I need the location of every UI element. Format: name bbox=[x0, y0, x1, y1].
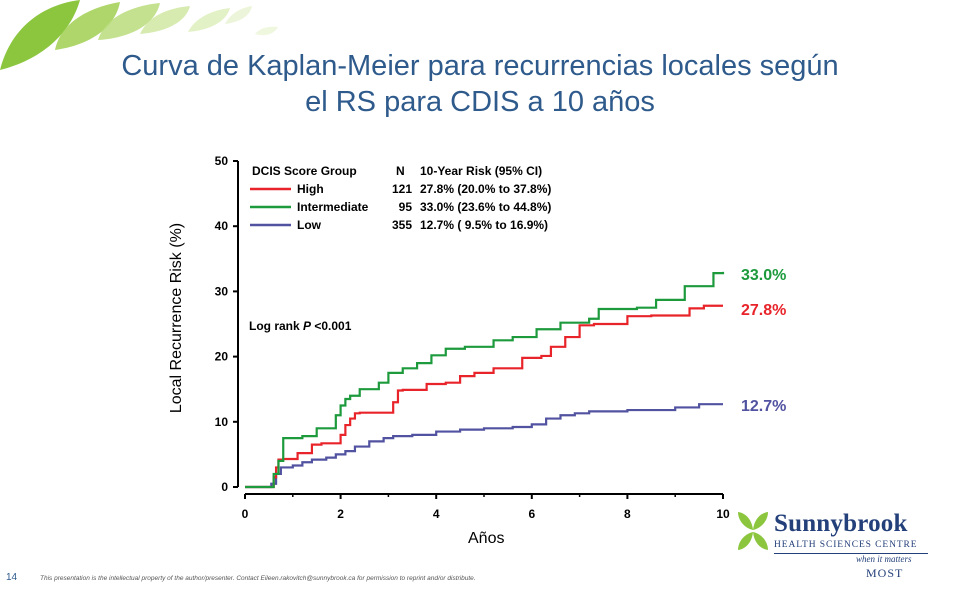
legend-n-intermediate: 95 bbox=[399, 200, 413, 214]
series-line-low bbox=[245, 403, 723, 489]
chart-axes: 0 10 20 30 40 50 0 2 4 6 8 10 bbox=[215, 154, 730, 521]
leaf-icon bbox=[140, 6, 190, 34]
logo-tagline: when it matters bbox=[856, 554, 912, 564]
leaf-icon bbox=[188, 8, 230, 32]
legend-risk-low: 12.7% ( 9.5% to 16.9%) bbox=[420, 218, 548, 232]
y-tick-label: 0 bbox=[221, 480, 228, 494]
series-line-high bbox=[245, 304, 723, 489]
legend-header-group: DCIS Score Group bbox=[252, 164, 357, 178]
log-rank-value: <0.001 bbox=[311, 319, 352, 333]
chart-legend: DCIS Score Group N 10-Year Risk (95% CI) Hi… bbox=[250, 164, 551, 232]
title-line-1: Curva de Kaplan-Meier para recurrencias … bbox=[121, 50, 839, 82]
legend-name-high: High bbox=[297, 182, 324, 196]
y-tick-label: 20 bbox=[215, 350, 229, 364]
y-tick-label: 40 bbox=[215, 219, 229, 233]
chart-curves bbox=[245, 271, 725, 489]
x-tick-label: 0 bbox=[242, 507, 249, 521]
leaf-icon bbox=[98, 3, 160, 40]
legend-risk-intermediate: 33.0% (23.6% to 44.8%) bbox=[420, 200, 551, 214]
leaf-icon bbox=[255, 26, 278, 36]
leaf-icon bbox=[0, 0, 80, 70]
logo-divider bbox=[774, 553, 928, 554]
legend-header-n: N bbox=[396, 164, 405, 178]
series-line-intermediate bbox=[245, 271, 725, 489]
slide-title: Curva de Kaplan-Meier para recurrencias … bbox=[60, 48, 900, 120]
logo-subtitle: HEALTH SCIENCES CENTRE bbox=[774, 540, 918, 550]
end-label-high: 27.8% bbox=[741, 302, 787, 319]
y-axis-label: Local Recurrence Risk (%) bbox=[168, 222, 185, 414]
log-rank-prefix: Log rank bbox=[249, 319, 303, 333]
logo-name: Sunnybrook bbox=[774, 510, 908, 537]
y-tick-label: 10 bbox=[215, 415, 229, 429]
title-line-2: el RS para CDIS a 10 años bbox=[305, 86, 655, 118]
end-label-low: 12.7% bbox=[741, 398, 787, 415]
x-tick-label: 4 bbox=[433, 507, 440, 521]
legend-name-intermediate: Intermediate bbox=[297, 200, 369, 214]
page-number: 14 bbox=[6, 572, 18, 583]
footer-disclaimer: This presentation is the intellectual pr… bbox=[40, 575, 476, 582]
legend-n-low: 355 bbox=[392, 218, 412, 232]
legend-risk-high: 27.8% (20.0% to 37.8%) bbox=[420, 182, 551, 196]
log-rank-annotation: Log rank P <0.001 bbox=[249, 319, 352, 333]
leaf-banner-decoration bbox=[0, 0, 278, 70]
legend-n-high: 121 bbox=[392, 182, 412, 196]
leaf-icon bbox=[55, 2, 120, 50]
y-tick-label: 30 bbox=[215, 284, 229, 298]
legend-name-low: Low bbox=[297, 218, 322, 232]
x-tick-label: 8 bbox=[624, 507, 631, 521]
x-tick-label: 2 bbox=[337, 507, 344, 521]
leaf-cluster-icon bbox=[738, 512, 768, 550]
end-label-intermediate: 33.0% bbox=[741, 267, 787, 284]
log-rank-p: P bbox=[303, 319, 312, 333]
sunnybrook-logo: Sunnybrook HEALTH SCIENCES CENTRE when i… bbox=[734, 508, 934, 586]
y-tick-label: 50 bbox=[215, 154, 229, 168]
x-tick-label: 6 bbox=[528, 507, 535, 521]
logo-tagline-most: MOST bbox=[866, 566, 904, 580]
x-axis-label: Años bbox=[468, 530, 505, 547]
legend-header-risk: 10-Year Risk (95% CI) bbox=[420, 164, 542, 178]
x-tick-label: 10 bbox=[716, 507, 730, 521]
leaf-icon bbox=[225, 6, 252, 24]
